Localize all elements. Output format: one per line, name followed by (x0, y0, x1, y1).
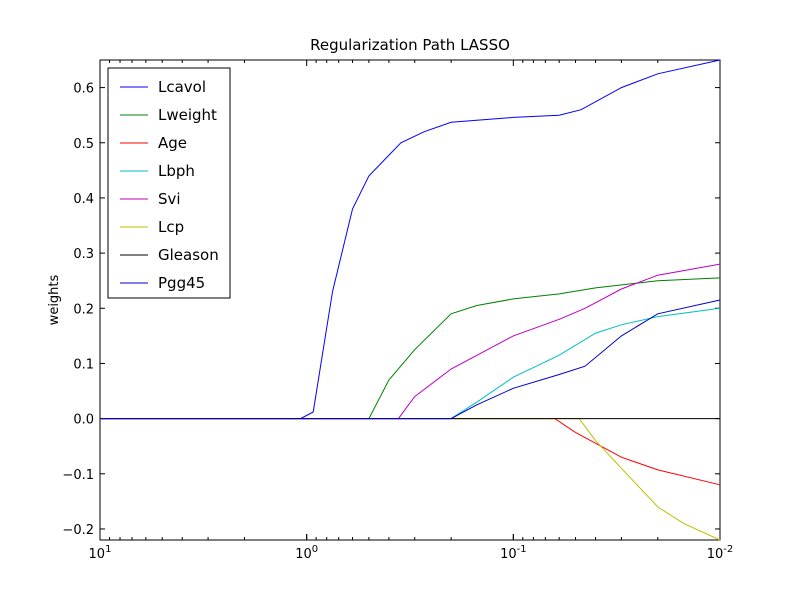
x-tick-label: 101 (89, 544, 112, 562)
chart-title: Regularization Path LASSO (310, 36, 510, 54)
series-line-lcavol (100, 59, 721, 420)
y-tick-label: 0.2 (73, 302, 94, 317)
legend-label-gleason: Gleason (158, 246, 219, 264)
legend-box (107, 67, 231, 299)
x-tick-label: 10-1 (500, 544, 527, 562)
legend-label-pgg45: Pgg45 (158, 274, 205, 292)
legend-label-svi: Svi (158, 190, 181, 208)
y-tick-label: 0.6 (73, 82, 94, 97)
legend-label-lbph: Lbph (158, 162, 195, 180)
y-tick-label: 0.3 (73, 247, 94, 262)
y-axis-label: weights (47, 274, 62, 325)
legend-label-lcavol: Lcavol (158, 78, 206, 96)
legend-label-age: Age (158, 134, 187, 152)
plot-area: 0.6 0.5 0.4 0.3 0.2 0.1 0.0 −0.1 −0.2 101 100 10-1 1… (62, 59, 734, 562)
y-tick-label: −0.1 (62, 468, 94, 483)
series-line-pgg45 (100, 299, 721, 420)
y-tick-label: 0.0 (73, 413, 94, 428)
x-tick-label: 10-2 (707, 544, 734, 562)
legend-label-lweight: Lweight (158, 106, 217, 124)
x-tick-label: 100 (295, 544, 318, 562)
series-line-lbph (100, 307, 721, 420)
legend: Lcavol Lweight Age Lbph Svi Lcp Gleason Pgg45 (107, 67, 231, 299)
series-line-svi (100, 263, 721, 420)
series-line-lweight (100, 277, 721, 420)
y-tick-label: 0.5 (73, 137, 94, 152)
y-tick-label: 0.4 (73, 192, 94, 207)
y-tick-label: 0.1 (73, 357, 94, 372)
y-tick-label: −0.2 (62, 523, 94, 538)
legend-label-lcp: Lcp (158, 218, 184, 236)
